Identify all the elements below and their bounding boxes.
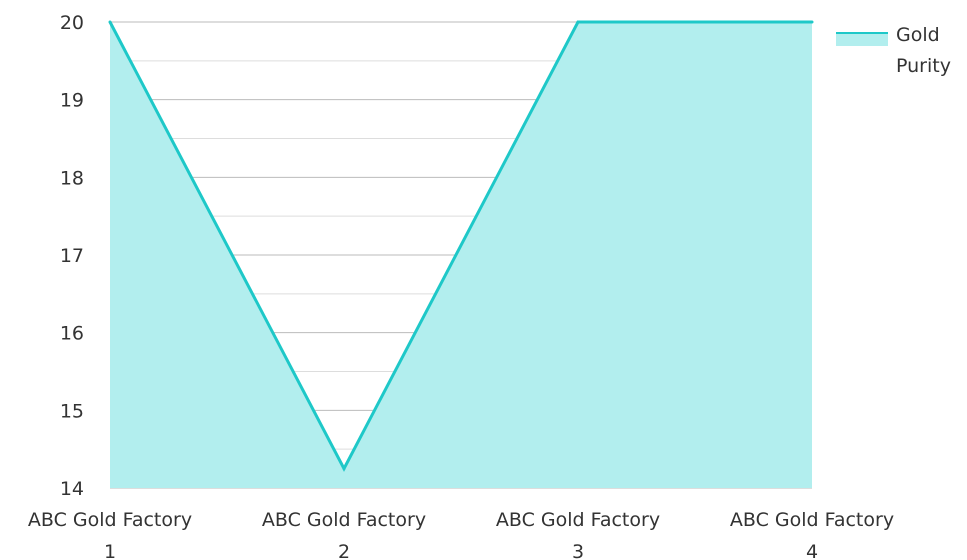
x-tick-label: 1 xyxy=(104,541,116,560)
legend-label: Gold xyxy=(896,24,940,46)
x-axis-ticks: ABC Gold Factory 1 ABC Gold Factory 2 ABC Go… xyxy=(28,509,894,560)
legend-swatch-fill xyxy=(836,34,888,46)
data-point-1 xyxy=(108,20,112,24)
series-area-fill xyxy=(110,22,812,488)
y-tick-label: 15 xyxy=(60,400,84,422)
x-tick-label: 2 xyxy=(338,541,350,560)
x-tick-label: ABC Gold Factory xyxy=(496,509,660,531)
legend-label: Purity xyxy=(896,55,951,77)
data-point-2 xyxy=(342,467,346,471)
y-tick-label: 17 xyxy=(60,245,84,267)
y-tick-label: 16 xyxy=(60,323,84,345)
series-line xyxy=(108,20,812,472)
y-tick-label: 20 xyxy=(60,12,84,34)
x-tick-label: ABC Gold Factory xyxy=(28,509,192,531)
data-point-3 xyxy=(576,20,580,24)
data-points xyxy=(108,20,814,471)
x-tick-label: 3 xyxy=(572,541,584,560)
x-tick-label: ABC Gold Factory xyxy=(730,509,894,531)
y-tick-label: 19 xyxy=(60,90,84,112)
x-tick-label: ABC Gold Factory xyxy=(262,509,426,531)
data-point-4 xyxy=(810,20,814,24)
y-axis-ticks: 14 15 16 17 18 19 20 xyxy=(60,12,84,500)
x-tick-label: 4 xyxy=(806,541,818,560)
y-tick-label: 14 xyxy=(60,478,84,500)
legend: Gold Purity xyxy=(836,24,951,77)
y-tick-label: 18 xyxy=(60,167,84,189)
